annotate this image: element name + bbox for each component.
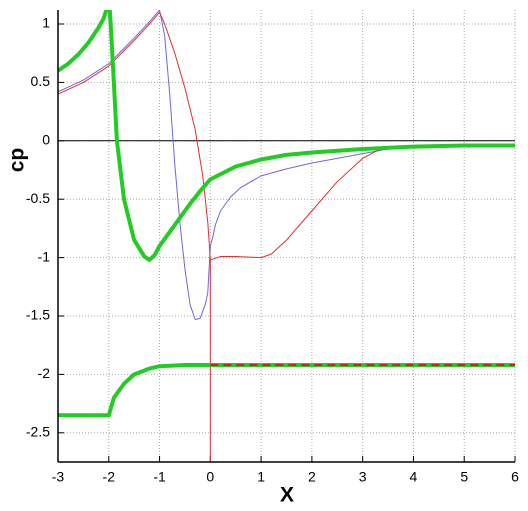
series-line <box>58 10 515 262</box>
series-line <box>58 10 515 321</box>
y-tick-label: -1 <box>38 248 51 264</box>
x-tick-label: 6 <box>511 469 519 485</box>
y-axis-title: cp <box>6 148 29 173</box>
x-axis-title: X <box>280 484 294 507</box>
y-tick-label: 1 <box>42 15 50 31</box>
x-tick-label: 3 <box>359 469 367 485</box>
x-tick-label: 2 <box>308 469 316 485</box>
x-tick-label: 4 <box>410 469 418 485</box>
x-tick-label: -1 <box>153 469 166 485</box>
x-tick-label: 5 <box>460 469 468 485</box>
series-line <box>58 11 515 261</box>
x-tick-label: 1 <box>257 469 265 485</box>
x-tick-label: -2 <box>103 469 116 485</box>
x-tick-label: -3 <box>52 469 65 485</box>
y-tick-label: -2.5 <box>26 424 50 440</box>
y-tick-label: -2 <box>38 365 51 381</box>
y-tick-label: 0.5 <box>31 73 51 89</box>
y-tick-label: -0.5 <box>26 190 50 206</box>
x-tick-label: 0 <box>206 469 214 485</box>
plot-area <box>58 10 515 462</box>
y-tick-label: -1.5 <box>26 307 50 323</box>
series-line <box>58 363 515 418</box>
y-tick-label: 0 <box>42 132 50 148</box>
